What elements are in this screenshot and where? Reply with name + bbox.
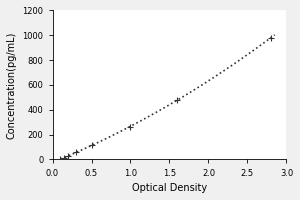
Point [268, 36, 273, 39]
Point [58, 158, 63, 161]
Point [175, 98, 180, 101]
X-axis label: Optical Density: Optical Density [132, 183, 207, 193]
Point [89, 143, 94, 146]
Y-axis label: Concentration(pg/mL): Concentration(pg/mL) [7, 31, 17, 139]
Point [62, 156, 67, 159]
Point [128, 126, 133, 129]
Point [74, 150, 78, 154]
Point [66, 155, 70, 158]
